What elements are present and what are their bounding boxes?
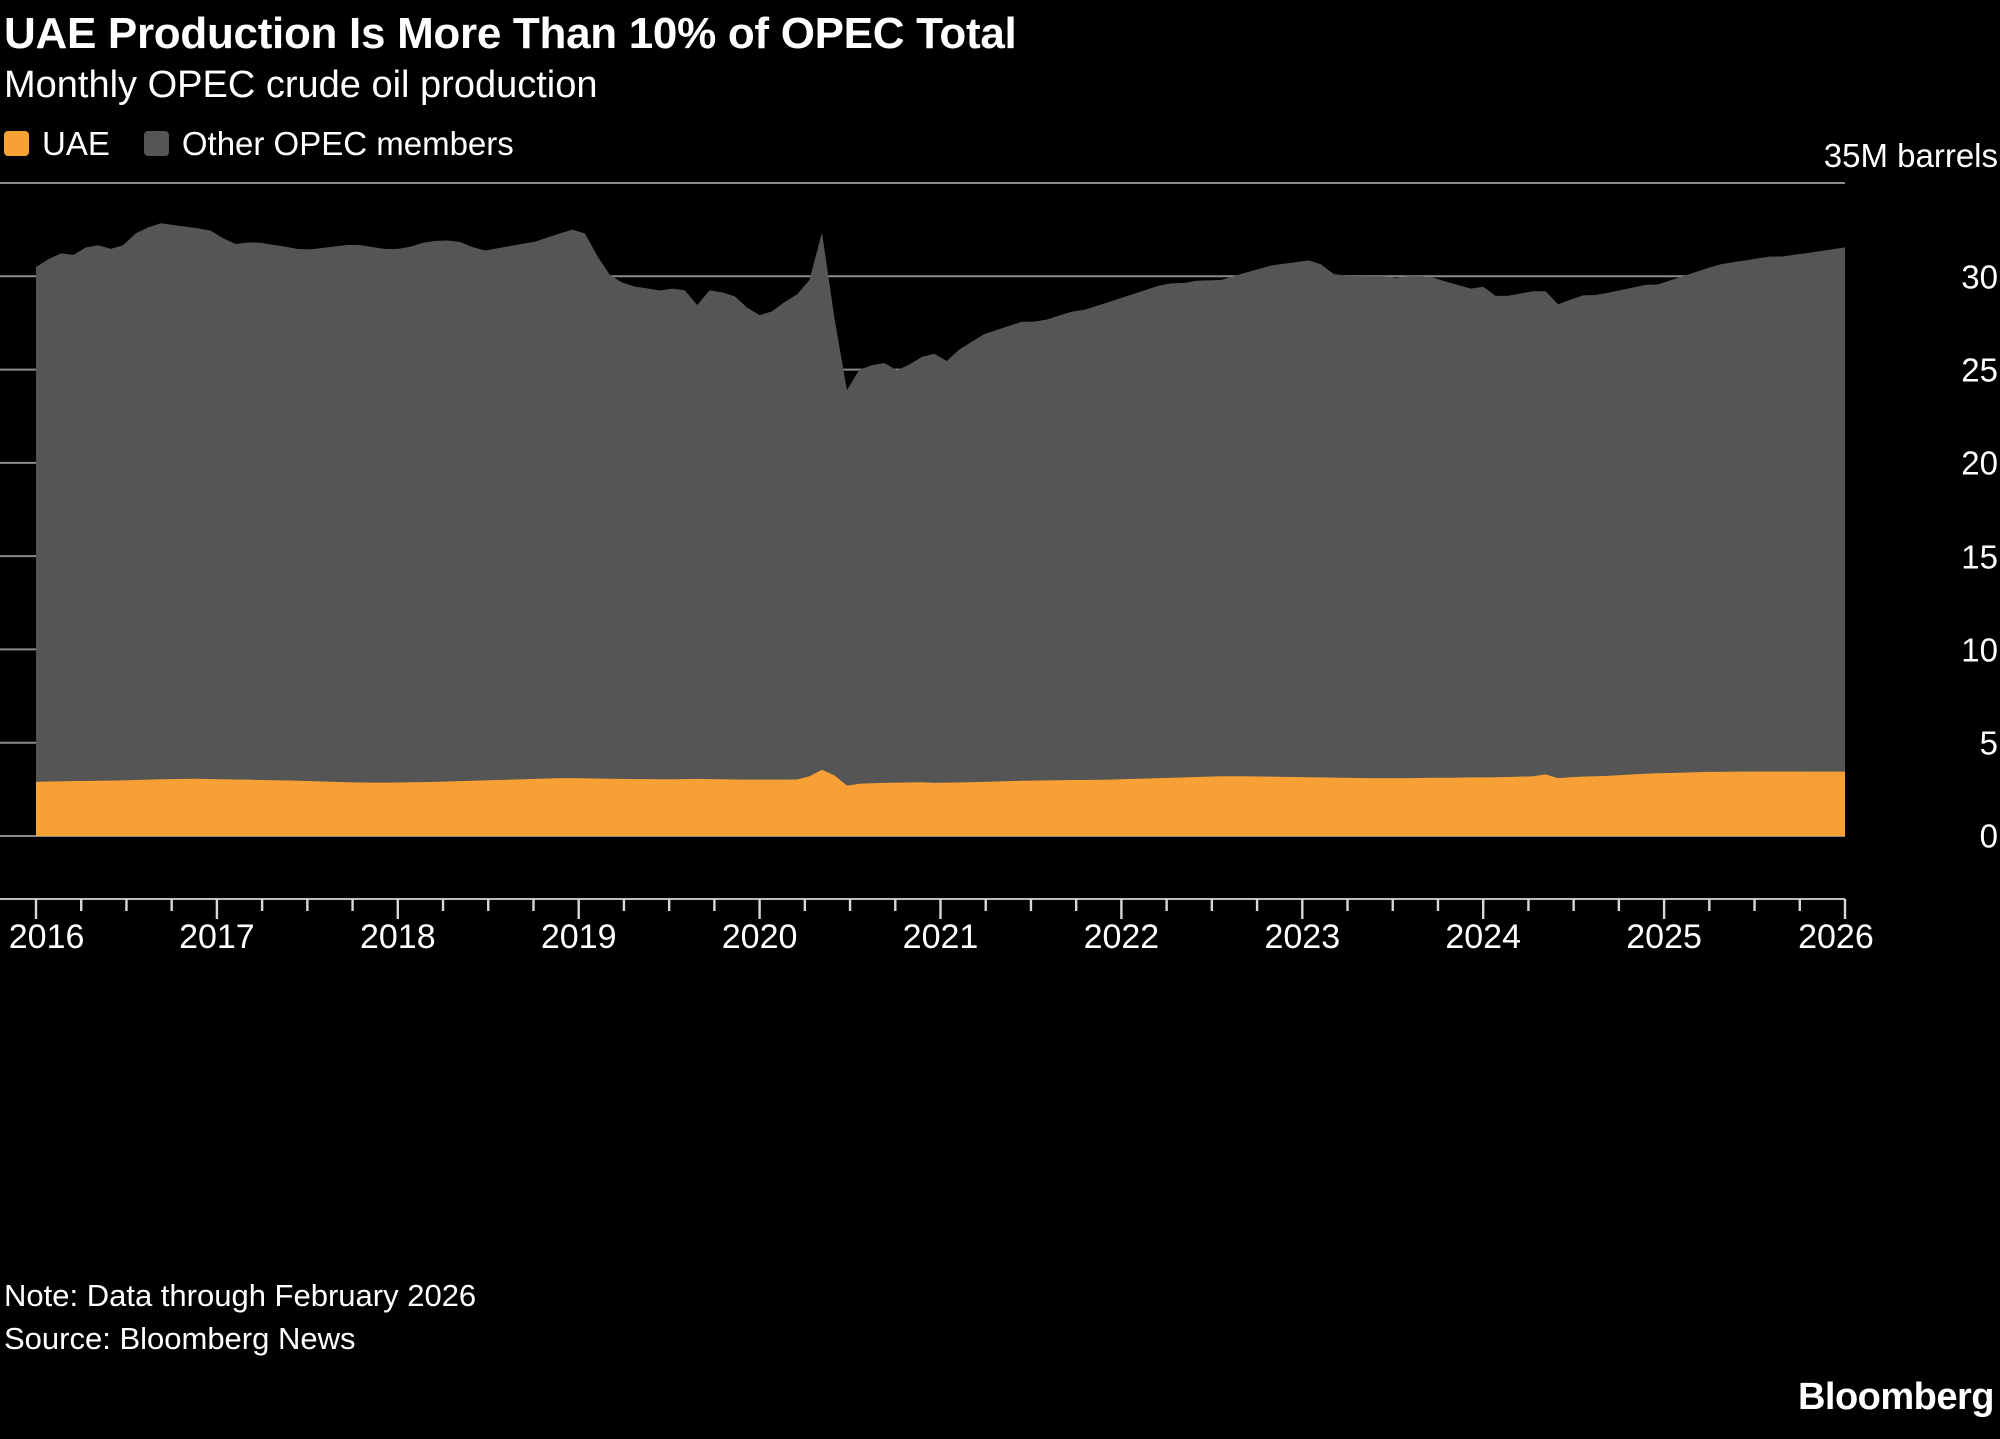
x-axis-tick-label: 2020 bbox=[721, 918, 798, 957]
stacked-area-chart bbox=[0, 182, 1845, 838]
x-axis-tick-label: 2021 bbox=[902, 918, 979, 957]
chart-header: UAE Production Is More Than 10% of OPEC … bbox=[0, 0, 2000, 109]
x-axis-tick-label: 2025 bbox=[1626, 918, 1702, 957]
legend-item-other-opec[interactable]: Other OPEC members bbox=[143, 125, 514, 163]
chart-subtitle: Monthly OPEC crude oil production bbox=[4, 63, 598, 106]
legend-swatch-gray-icon bbox=[143, 131, 169, 157]
page-title: UAE Production Is More Than 10% of OPEC … bbox=[4, 9, 1017, 58]
x-axis-tick-label: 2026 bbox=[1798, 918, 1874, 957]
area-series-other-opec bbox=[36, 223, 1845, 837]
legend-swatch-orange-icon bbox=[4, 131, 29, 157]
x-axis-tick-label: 2017 bbox=[179, 918, 255, 957]
x-axis-ticks bbox=[0, 898, 1847, 920]
x-axis-tick-label: 2019 bbox=[540, 918, 617, 957]
x-axis: 2016 2017 2018 2019 2020 2021 2022 2023 2024 2025… bbox=[0, 898, 2000, 974]
chart-note: Note: Data through February 2026 bbox=[4, 1278, 477, 1313]
area-series-group bbox=[36, 223, 1845, 837]
chart-source: Source: Bloomberg News bbox=[4, 1320, 356, 1356]
chart-plot-area: 35M barrels 30 25 20 15 10 5 0 bbox=[0, 139, 2000, 898]
x-axis-tick-label: 2018 bbox=[359, 918, 436, 957]
legend-item-uae[interactable]: UAE bbox=[4, 127, 110, 160]
area-series-uae bbox=[36, 770, 1845, 837]
legend-label-uae: UAE bbox=[42, 125, 110, 163]
legend-label-other-opec: Other OPEC members bbox=[181, 125, 514, 163]
chart-legend: UAE Other OPEC members bbox=[0, 127, 2000, 160]
x-axis-tick-label: 2016 bbox=[8, 918, 85, 957]
x-axis-tick-label: 2024 bbox=[1445, 918, 1522, 957]
x-axis-tick-label: 2022 bbox=[1083, 918, 1160, 957]
chart-footer: Note: Data through February 2026 Source:… bbox=[4, 1275, 1996, 1361]
bloomberg-logo: Bloomberg bbox=[1797, 1376, 1995, 1418]
x-axis-tick-label: 2023 bbox=[1264, 918, 1341, 957]
